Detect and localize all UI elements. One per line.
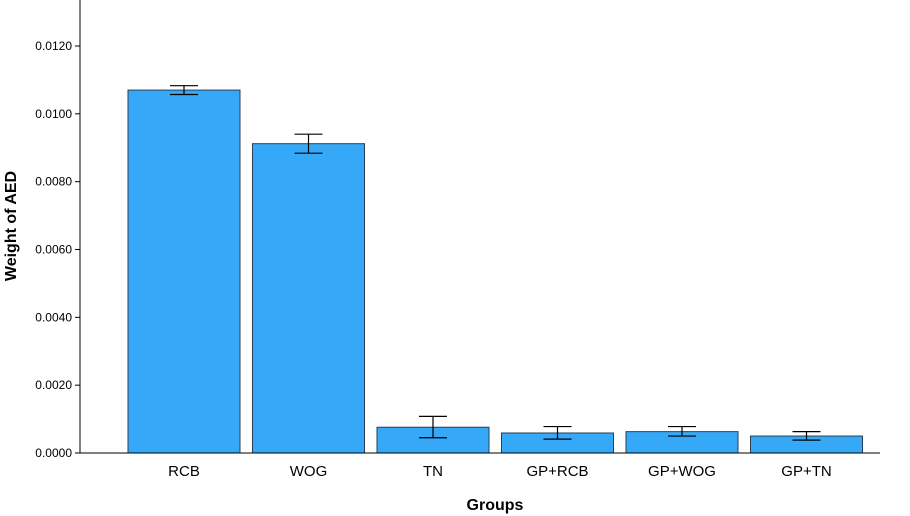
y-tick-label: 0.0000 — [35, 446, 72, 460]
y-tick-label: 0.0120 — [35, 39, 72, 53]
error-bar — [792, 431, 821, 441]
y-axis-ticks: 0.0000 0.0020 0.0040 0.0060 0.0080 0.0100 0.01… — [35, 39, 80, 460]
x-tick-label: GP+RCB — [526, 463, 588, 480]
x-axis-title: Groups — [467, 497, 524, 514]
error-bar — [543, 425, 572, 440]
x-axis-categories: RCB WOG TN GP+RCB GP+WOG GP+TN — [168, 463, 832, 480]
bars — [127, 89, 863, 454]
y-axis-title: Weight of AED — [3, 171, 20, 281]
y-tick-label: 0.0060 — [35, 243, 72, 257]
error-bar — [668, 425, 696, 437]
bar-rcb — [127, 89, 241, 454]
x-tick-label: WOG — [290, 463, 328, 480]
y-tick-label: 0.0020 — [35, 378, 72, 392]
error-bar — [170, 85, 198, 96]
y-tick-label: 0.0080 — [35, 175, 72, 189]
error-bar — [294, 133, 323, 154]
y-tick-label: 0.0040 — [35, 310, 72, 324]
error-bars — [170, 85, 821, 441]
x-tick-label: GP+TN — [781, 463, 831, 480]
bar-wog — [252, 143, 365, 454]
x-tick-label: TN — [423, 463, 443, 480]
y-tick-label: 0.0100 — [35, 107, 72, 121]
x-tick-label: RCB — [168, 463, 200, 480]
x-tick-label: GP+WOG — [648, 463, 716, 480]
error-bar — [419, 415, 447, 439]
